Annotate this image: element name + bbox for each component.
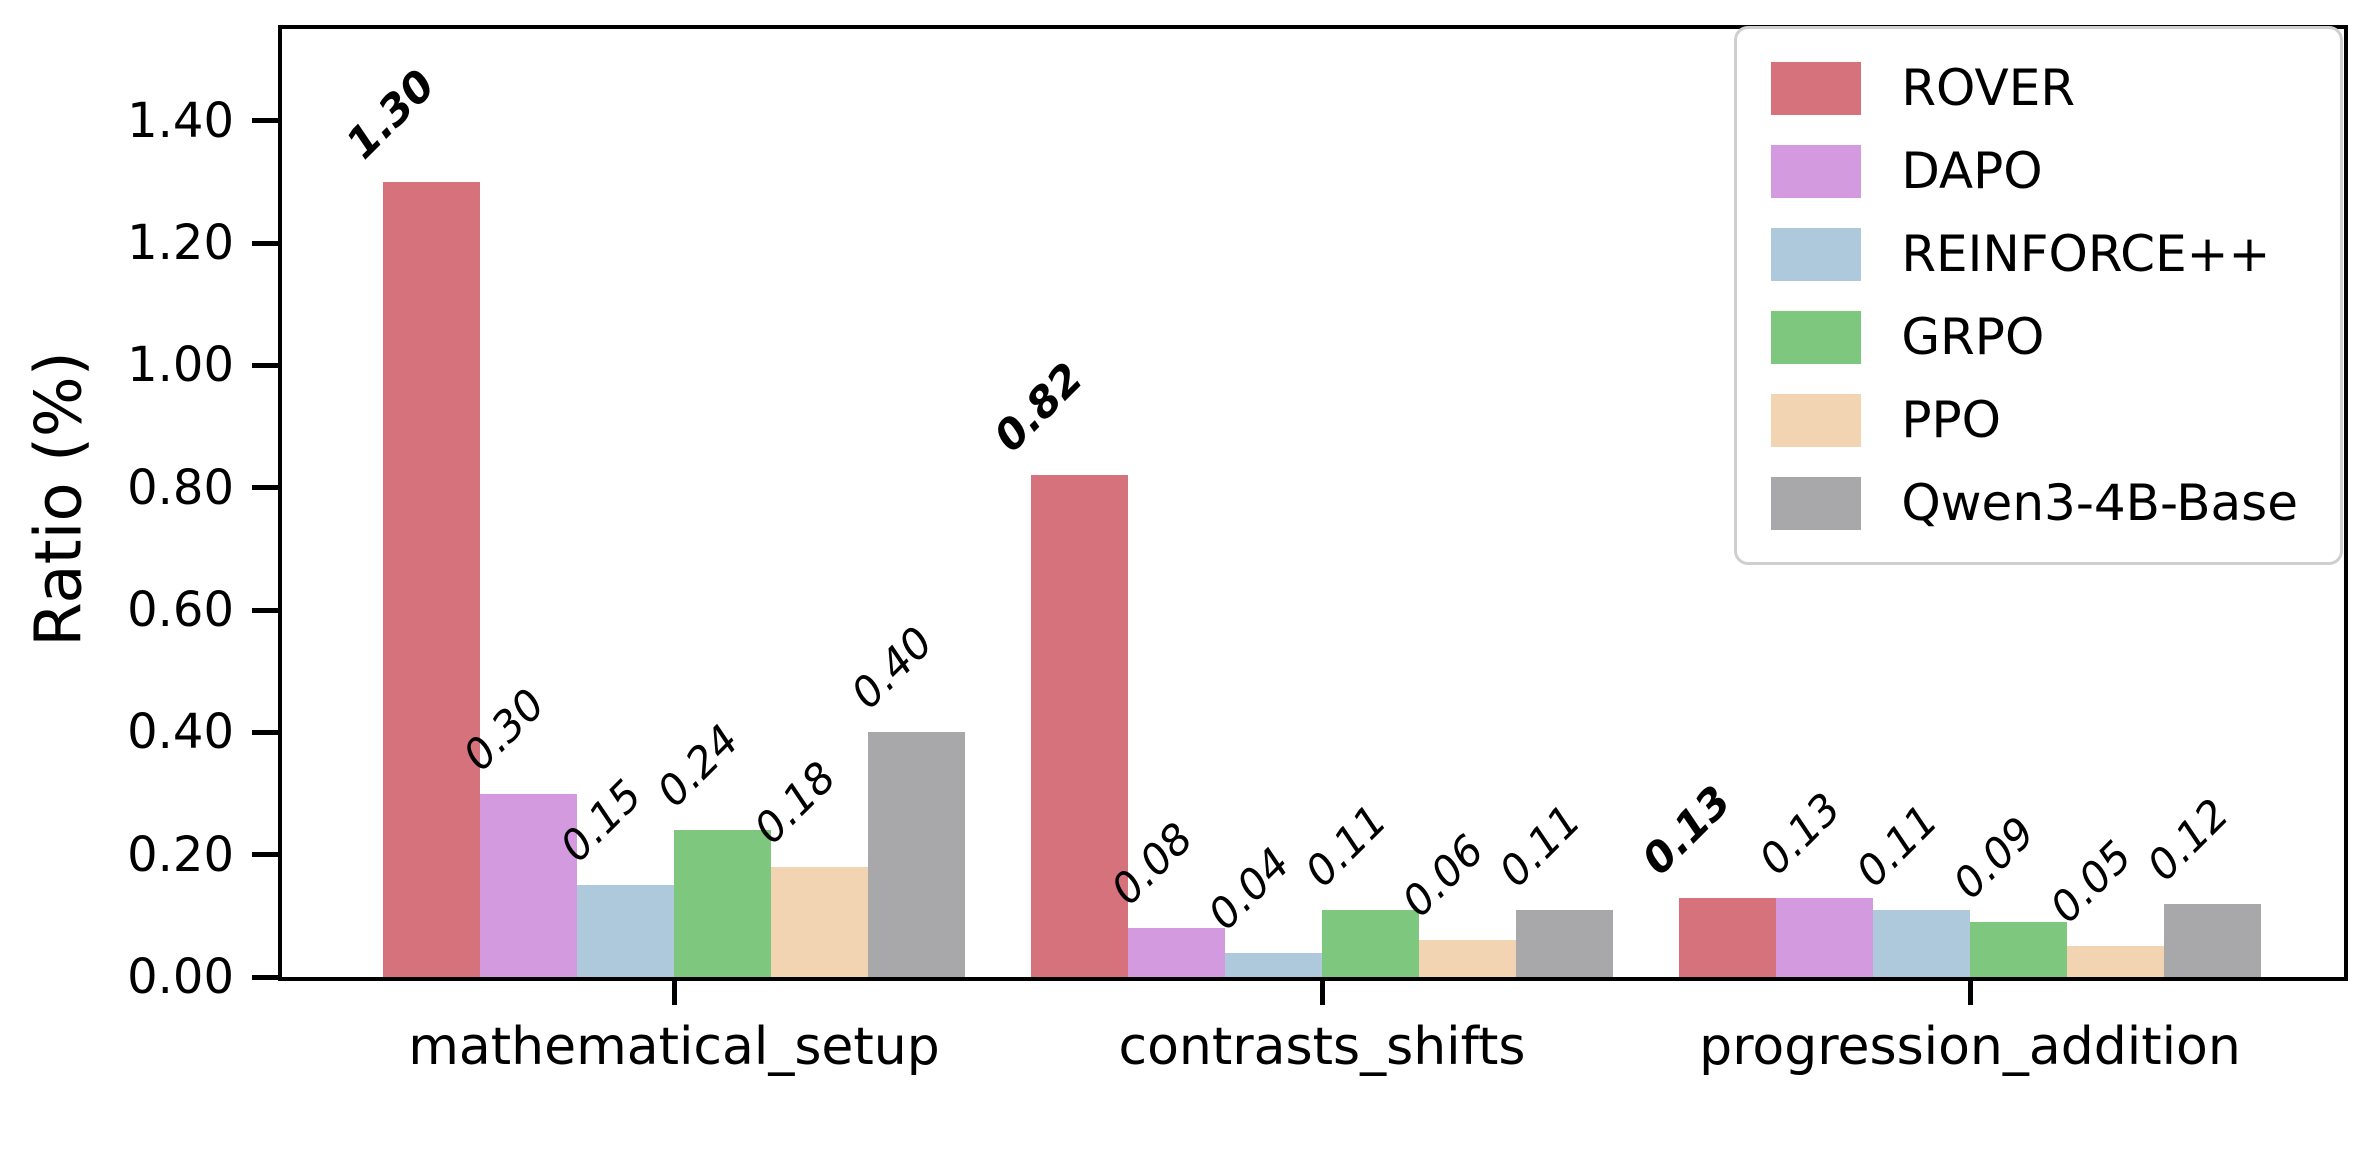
y-tick-mark (252, 485, 278, 491)
bar-reinforce-contrasts-shifts (1225, 952, 1322, 977)
bar-rover-progression-addition (1679, 897, 1776, 977)
y-tick-mark (252, 974, 278, 980)
bar-dapo-contrasts-shifts (1128, 928, 1225, 977)
y-tick-mark (252, 852, 278, 858)
bar-value-label-grpo-contrasts-shifts: 0.11 (1295, 795, 1397, 896)
legend-swatch-grpo (1771, 310, 1862, 364)
y-tick-label: 0.80 (127, 459, 234, 516)
x-tick-label-progression-addition: progression_addition (1699, 1017, 2241, 1077)
y-tick-mark (252, 118, 278, 124)
bar-grpo-progression-addition (1970, 921, 2067, 977)
y-tick-label: 0.60 (127, 582, 234, 639)
y-tick-mark (252, 729, 278, 735)
legend-item-dapo: DAPO (1771, 142, 2298, 200)
y-tick-label: 0.20 (127, 826, 234, 883)
bar-ppo-contrasts-shifts (1419, 940, 1516, 977)
y-tick-label: 1.40 (127, 92, 234, 149)
bar-value-label-qwen3-4b-base-mathematical-setup: 0.40 (841, 617, 943, 719)
bar-dapo-mathematical-setup (480, 793, 577, 977)
legend-item-reinforce: REINFORCE++ (1771, 225, 2298, 283)
x-tick-mark (671, 981, 677, 1005)
bar-value-label-qwen3-4b-base-progression-addition: 0.12 (2137, 788, 2239, 890)
bar-qwen3-4b-base-contrasts-shifts (1516, 909, 1613, 977)
bar-qwen3-4b-base-progression-addition (2164, 903, 2261, 977)
bar-rover-mathematical-setup (383, 181, 480, 977)
legend-swatch-dapo (1771, 144, 1862, 198)
bar-qwen3-4b-base-mathematical-setup (868, 732, 965, 977)
bar-value-label-reinforce-contrasts-shifts: 0.04 (1198, 837, 1300, 939)
y-tick-mark (252, 362, 278, 368)
x-tick-mark (1319, 981, 1325, 1005)
legend-label-grpo: GRPO (1901, 308, 2045, 366)
y-tick-label: 0.40 (127, 704, 234, 761)
legend-item-rover: ROVER (1771, 59, 2298, 117)
bar-ppo-progression-addition (2067, 946, 2164, 977)
bar-ppo-mathematical-setup (771, 866, 868, 977)
bar-reinforce-progression-addition (1873, 909, 1970, 977)
legend-item-ppo: PPO (1771, 391, 2298, 449)
legend: ROVER DAPO REINFORCE++ GRPO PPO Qwen3-4B-Base (1734, 26, 2343, 565)
legend-label-ppo: PPO (1901, 391, 2001, 449)
bar-grpo-contrasts-shifts (1322, 909, 1419, 977)
legend-item-grpo: GRPO (1771, 308, 2298, 366)
legend-item-qwen3-4b-base: Qwen3-4B-Base (1771, 474, 2298, 532)
legend-swatch-reinforce (1771, 227, 1862, 281)
legend-label-rover: ROVER (1901, 59, 2076, 117)
bar-value-label-dapo-progression-addition: 0.13 (1749, 782, 1851, 884)
bar-value-label-rover-contrasts-shifts: 0.82 (984, 353, 1093, 462)
bar-value-label-grpo-progression-addition: 0.09 (1943, 807, 2045, 909)
legend-label-reinforce: REINFORCE++ (1901, 225, 2271, 283)
legend-swatch-ppo (1771, 393, 1862, 447)
bar-reinforce-mathematical-setup (577, 885, 674, 977)
bar-value-label-ppo-progression-addition: 0.05 (2040, 831, 2142, 933)
y-tick-label: 1.20 (127, 215, 234, 272)
x-tick-mark (1967, 981, 1973, 1005)
y-tick-mark (252, 607, 278, 613)
bar-dapo-progression-addition (1776, 897, 1873, 977)
legend-swatch-qwen3-4b-base (1771, 476, 1862, 530)
bar-grpo-mathematical-setup (674, 830, 771, 977)
x-tick-label-mathematical-setup: mathematical_setup (408, 1017, 940, 1077)
y-tick-label: 0.00 (127, 949, 234, 1005)
bar-value-label-rover-progression-addition: 0.13 (1632, 775, 1741, 884)
bar-value-label-grpo-mathematical-setup: 0.24 (647, 715, 749, 817)
bar-value-label-qwen3-4b-base-contrasts-shifts: 0.11 (1489, 795, 1591, 896)
bar-value-label-reinforce-progression-addition: 0.11 (1846, 795, 1948, 896)
bar-rover-contrasts-shifts (1031, 475, 1128, 977)
legend-label-dapo: DAPO (1901, 142, 2043, 200)
x-tick-label-contrasts-shifts: contrasts_shifts (1118, 1017, 1526, 1077)
y-tick-mark (252, 240, 278, 246)
bar-value-label-ppo-mathematical-setup: 0.18 (744, 752, 846, 854)
bar-value-label-rover-mathematical-setup: 1.30 (336, 60, 445, 169)
legend-label-qwen3-4b-base: Qwen3-4B-Base (1901, 474, 2298, 532)
y-tick-label: 1.00 (127, 337, 234, 394)
legend-swatch-rover (1771, 61, 1862, 115)
